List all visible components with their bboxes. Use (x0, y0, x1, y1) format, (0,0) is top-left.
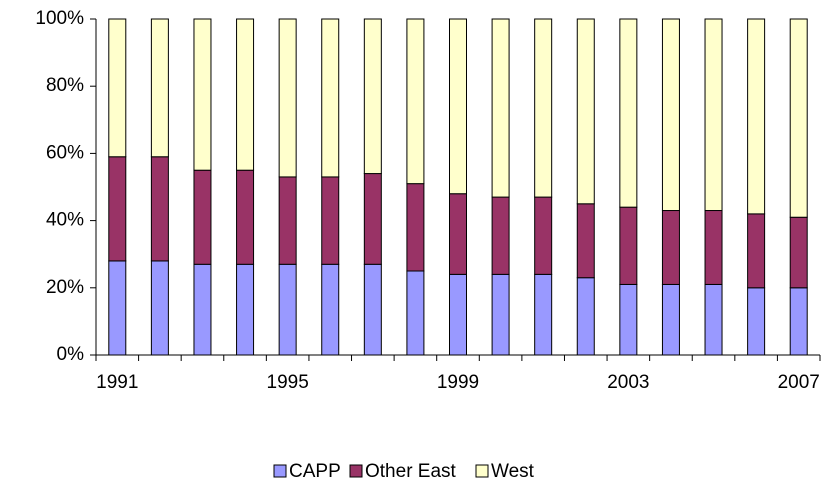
x-tick-label: 2003 (607, 372, 649, 393)
bar-segment (363, 263, 382, 356)
bar-segment (661, 210, 680, 285)
bar-segment (406, 18, 425, 185)
bar-segment (619, 283, 638, 356)
bar-segment (491, 196, 510, 275)
y-tick-label: 40% (46, 210, 84, 231)
bar-segment (491, 273, 510, 356)
bar-segment (576, 203, 595, 279)
bar-segment (108, 260, 127, 356)
bar-segment (661, 18, 680, 212)
bar-segment (406, 183, 425, 272)
bar-segment (108, 156, 127, 262)
x-tick-label: 2007 (778, 372, 820, 393)
bar-segment (576, 18, 595, 205)
legend-label: Other East (365, 461, 457, 482)
x-tick-label: 1999 (437, 372, 479, 393)
bar-segment (150, 18, 169, 158)
bar-segment (491, 18, 510, 198)
bar-segment (747, 213, 766, 289)
bar-segment (236, 169, 255, 265)
y-tick-label: 0% (57, 344, 85, 365)
bar-segment (704, 210, 723, 285)
legend-label: CAPP (289, 461, 341, 482)
y-tick-label: 100% (35, 8, 84, 29)
bar-segment (576, 277, 595, 356)
bar-segment (193, 18, 212, 171)
bar-segment (534, 18, 553, 198)
y-tick-label: 80% (46, 75, 84, 96)
bar-segment (661, 283, 680, 356)
bar-segment (704, 283, 723, 356)
bar-segment (449, 193, 467, 275)
bar-segment (278, 176, 297, 265)
bar-segment (278, 263, 297, 356)
bar-segment (321, 176, 340, 265)
bar-segment (236, 263, 255, 356)
bar-segment (108, 18, 127, 158)
bar-segment (449, 273, 467, 356)
bar-segment (321, 263, 340, 356)
bar-segment (363, 18, 382, 175)
legend-label: West (491, 461, 535, 482)
bar-segment (193, 169, 212, 265)
bar-segment (789, 18, 808, 218)
bar-segment (406, 270, 425, 356)
bar-segment (193, 263, 212, 356)
bar-segment (534, 196, 553, 275)
bar-segment (236, 18, 255, 171)
bar-segment (619, 18, 638, 208)
bar-segment (150, 156, 169, 262)
bar-segment (789, 216, 808, 289)
bar-segment (619, 206, 638, 285)
bar-segment (704, 18, 723, 212)
bar-segment (534, 273, 553, 356)
bar-segment (789, 287, 808, 356)
x-tick-label: 1995 (267, 372, 309, 393)
bar-segment (321, 18, 340, 178)
bar-segment (278, 18, 297, 178)
bar-segment (363, 173, 382, 265)
y-tick-label: 60% (46, 142, 84, 163)
legend-swatch (349, 464, 363, 478)
bar-segment (449, 18, 467, 195)
legend-swatch (273, 464, 287, 478)
bar-segment (150, 260, 169, 356)
bar-segment (747, 18, 766, 215)
legend-swatch (475, 464, 489, 478)
bar-segment (747, 287, 766, 356)
y-tick-label: 20% (46, 277, 84, 298)
x-tick-label: 1991 (96, 372, 138, 393)
